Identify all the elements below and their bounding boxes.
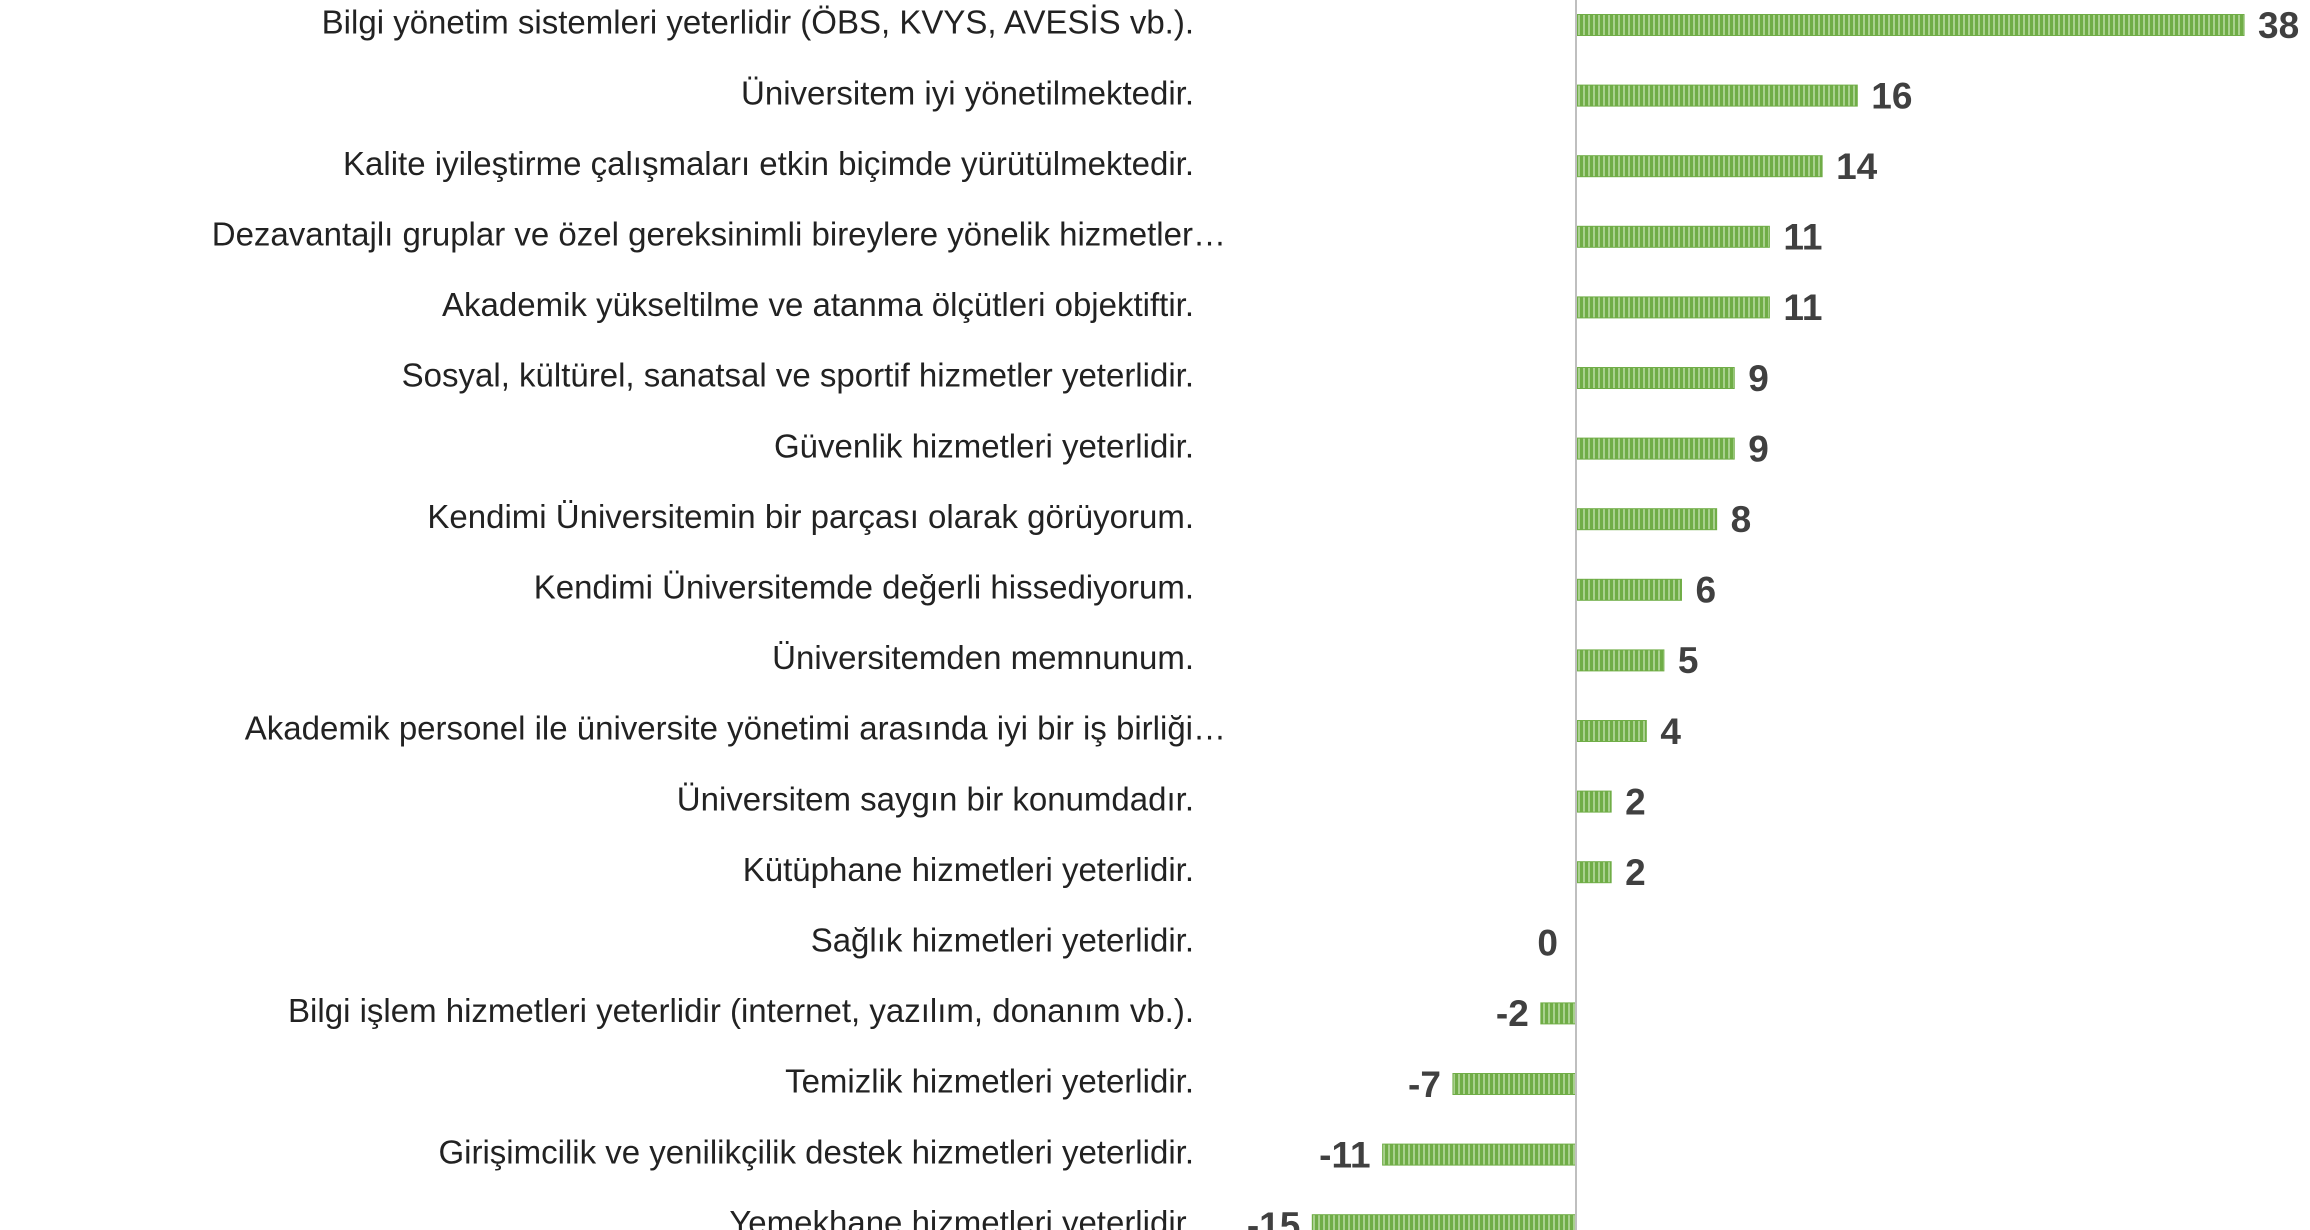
category-label: Sosyal, kültürel, sanatsal ve sportif hi…: [402, 357, 1194, 394]
category-label: Dezavantajlı gruplar ve özel gereksiniml…: [212, 216, 1226, 253]
category-label: Akademik yükseltilme ve atanma ölçütleri…: [442, 286, 1194, 323]
bar: [1452, 1073, 1577, 1095]
data-label: -11: [1319, 1134, 1370, 1175]
data-label: 6: [1695, 570, 1716, 611]
bar: [1575, 720, 1647, 742]
data-label: 16: [1871, 75, 1912, 116]
data-label: 5: [1678, 640, 1699, 681]
bar: [1575, 508, 1718, 531]
bar: [1382, 1143, 1577, 1166]
bar: [1575, 367, 1735, 389]
category-label: Üniversitemden memnunum.: [772, 639, 1194, 676]
data-label: 9: [1748, 428, 1769, 469]
category-label: Kütüphane hizmetleri yeterlidir.: [743, 851, 1194, 888]
category-label: Kendimi Üniversitemde değerli hissediyor…: [534, 569, 1194, 606]
data-label: 2: [1625, 781, 1646, 822]
bar: [1575, 84, 1858, 107]
category-label: Kalite iyileştirme çalışmaları etkin biç…: [343, 145, 1194, 182]
bar: [1311, 1214, 1577, 1230]
bar: [1575, 861, 1612, 884]
category-label: Üniversitem saygın bir konumdadır.: [677, 780, 1194, 817]
data-label: 4: [1660, 711, 1681, 752]
bar: [1575, 578, 1682, 601]
bar: [1575, 225, 1770, 248]
category-label: Akademik personel ile üniversite yönetim…: [245, 710, 1226, 747]
bar: [1575, 14, 2245, 36]
data-label: 9: [1748, 358, 1769, 399]
data-label: 8: [1731, 499, 1752, 540]
bar: [1575, 437, 1735, 460]
data-label: 38: [2258, 5, 2299, 46]
bar: [1540, 1002, 1577, 1025]
category-label: Yemekhane hizmetleri yeterlidir.: [729, 1204, 1194, 1230]
data-label: 14: [1836, 146, 1878, 187]
category-label: Bilgi işlem hizmetleri yeterlidir (inter…: [288, 992, 1194, 1029]
category-label: Sağlık hizmetleri yeterlidir.: [811, 922, 1194, 959]
category-label: Güvenlik hizmetleri yeterlidir.: [774, 427, 1194, 464]
bar: [1575, 790, 1612, 813]
data-label: 0: [1537, 923, 1558, 964]
category-label: Temizlik hizmetleri yeterlidir.: [785, 1063, 1194, 1100]
bar: [1575, 155, 1823, 178]
category-label: Bilgi yönetim sistemleri yeterlidir (ÖBS…: [322, 4, 1194, 41]
data-label: -2: [1496, 993, 1529, 1034]
data-label: 11: [1783, 287, 1822, 328]
data-label: -7: [1408, 1064, 1441, 1105]
category-label: Üniversitem iyi yönetilmektedir.: [741, 74, 1194, 111]
data-label: 11: [1783, 217, 1822, 258]
data-label: 2: [1625, 852, 1646, 893]
bar: [1575, 296, 1770, 319]
category-label: Girişimcilik ve yenilikçilik destek hizm…: [438, 1133, 1194, 1170]
category-label: Kendimi Üniversitemin bir parçası olarak…: [427, 498, 1194, 535]
data-label: -15: [1247, 1205, 1300, 1230]
bar: [1575, 649, 1665, 672]
